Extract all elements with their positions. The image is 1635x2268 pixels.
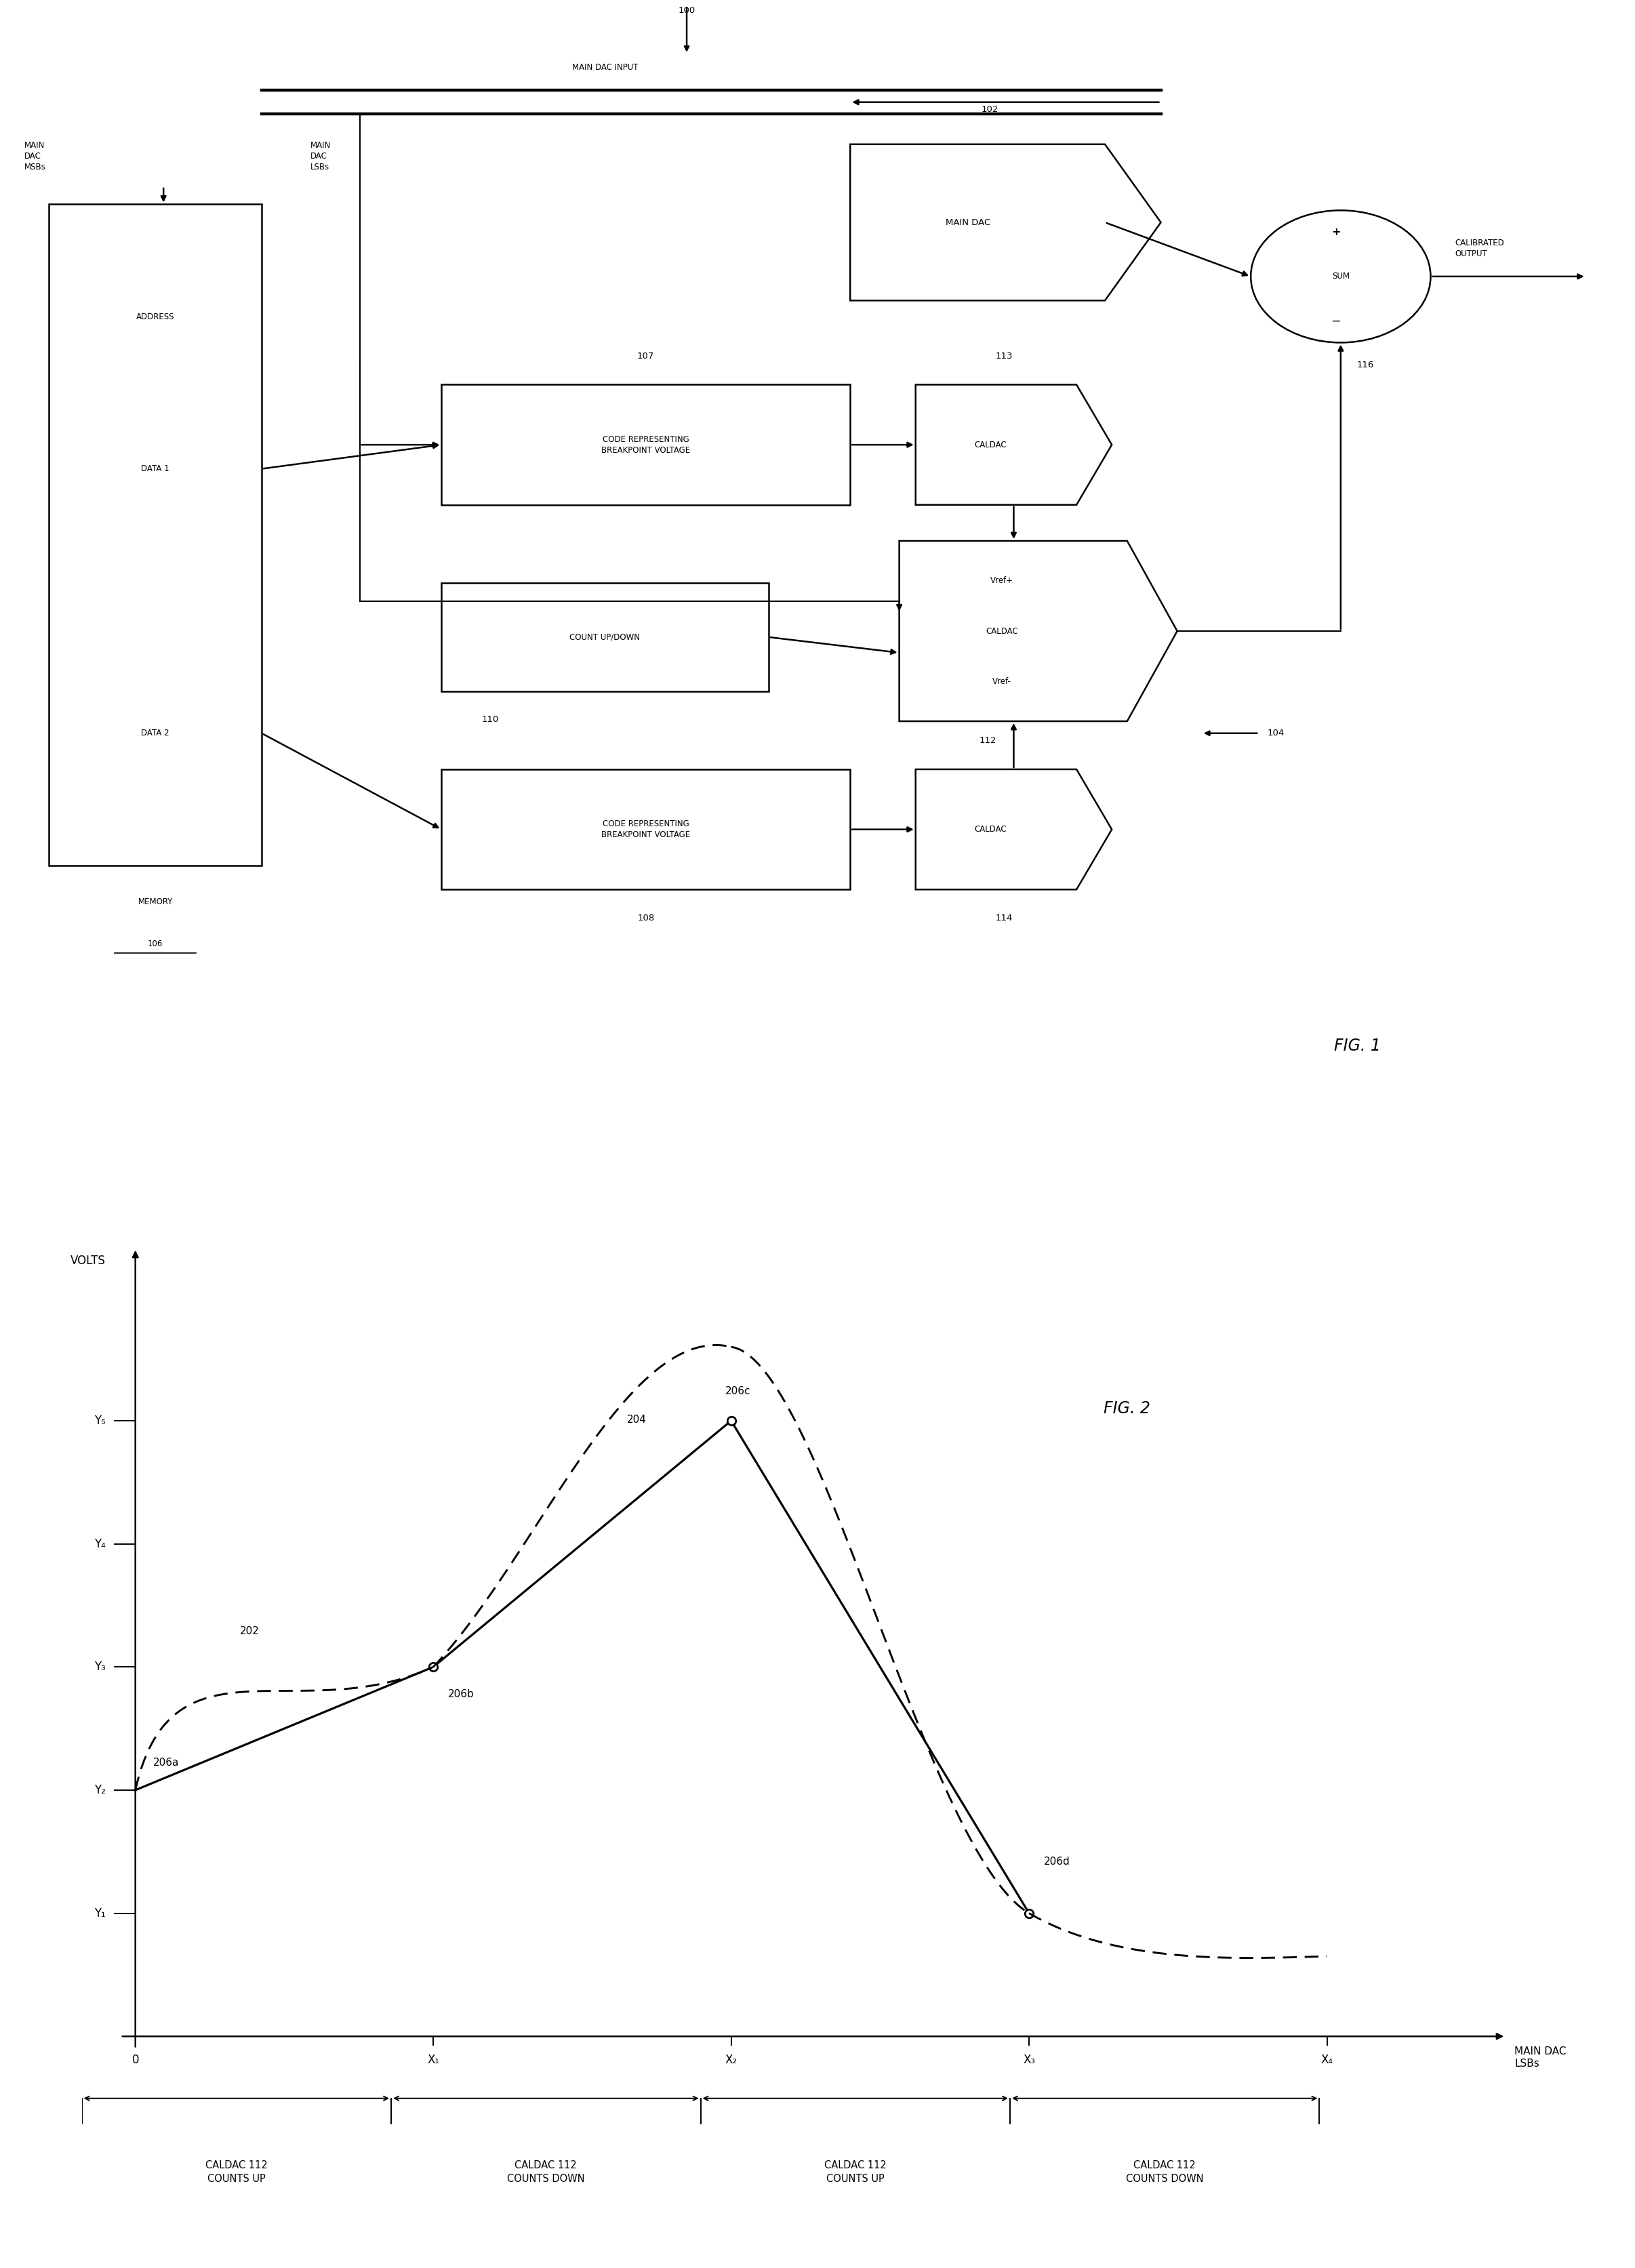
Text: 110: 110 [482,714,499,723]
Text: 204: 204 [626,1415,646,1424]
Text: FIG. 2: FIG. 2 [1104,1399,1149,1418]
Text: 206c: 206c [726,1386,750,1397]
Text: 106: 106 [147,939,164,948]
Text: Y₅: Y₅ [95,1415,106,1427]
Text: CALIBRATED
OUTPUT: CALIBRATED OUTPUT [1455,238,1504,259]
Text: CODE REPRESENTING
BREAKPOINT VOLTAGE: CODE REPRESENTING BREAKPOINT VOLTAGE [602,435,690,454]
Text: VOLTS: VOLTS [70,1254,106,1268]
Text: CALDAC 112
COUNTS UP: CALDAC 112 COUNTS UP [824,2161,886,2184]
Bar [441,769,850,889]
Polygon shape [916,769,1112,889]
Text: X₃: X₃ [1024,2053,1035,2066]
Text: 100: 100 [679,7,695,16]
Text: 202: 202 [240,1626,260,1635]
Text: MAIN
DAC
MSBs: MAIN DAC MSBs [25,141,46,172]
Text: SUM: SUM [1333,272,1349,281]
Text: CALDAC 112
COUNTS DOWN: CALDAC 112 COUNTS DOWN [507,2161,585,2184]
Text: MAIN DAC INPUT: MAIN DAC INPUT [572,64,638,73]
Text: CODE REPRESENTING
BREAKPOINT VOLTAGE: CODE REPRESENTING BREAKPOINT VOLTAGE [602,819,690,839]
Text: 112: 112 [979,737,996,746]
Text: Vref+: Vref+ [991,576,1014,585]
Text: 116: 116 [1357,361,1375,370]
Text: +: + [1331,227,1341,238]
Text: MAIN
DAC
LSBs: MAIN DAC LSBs [311,141,332,172]
Polygon shape [899,540,1177,721]
Text: 108: 108 [638,914,654,923]
Text: Y₄: Y₄ [95,1538,106,1549]
Text: 104: 104 [1267,728,1283,737]
Text: X₁: X₁ [427,2053,440,2066]
Text: CALDAC 112
COUNTS DOWN: CALDAC 112 COUNTS DOWN [1127,2161,1203,2184]
Text: Vref-: Vref- [992,678,1012,685]
Text: 114: 114 [996,914,1012,923]
Text: Y₂: Y₂ [95,1785,106,1796]
Text: 206a: 206a [154,1758,180,1769]
Text: CALDAC: CALDAC [986,626,1019,635]
Text: 206d: 206d [1043,1855,1071,1867]
Text: 206b: 206b [448,1690,474,1699]
Text: −: − [1331,315,1341,327]
Text: DATA 1: DATA 1 [141,465,170,474]
Polygon shape [850,145,1161,302]
Bar [441,386,850,506]
Text: ADDRESS: ADDRESS [136,313,175,322]
Text: X₂: X₂ [724,2053,737,2066]
Text: CALDAC 112
COUNTS UP: CALDAC 112 COUNTS UP [206,2161,268,2184]
Polygon shape [916,386,1112,506]
Text: Y₃: Y₃ [95,1660,106,1674]
Text: 107: 107 [638,352,654,361]
Text: COUNT UP/DOWN: COUNT UP/DOWN [569,633,641,642]
Text: FIG. 1: FIG. 1 [1334,1039,1380,1055]
Text: MAIN DAC
LSBs: MAIN DAC LSBs [1514,2046,1566,2068]
Circle shape [1251,211,1431,342]
Text: Y₁: Y₁ [95,1907,106,1919]
Text: 102: 102 [981,104,999,113]
Text: MEMORY: MEMORY [137,898,173,905]
Text: 113: 113 [996,352,1012,361]
Text: MAIN DAC: MAIN DAC [945,218,991,227]
Text: X₄: X₄ [1321,2053,1333,2066]
Text: 0: 0 [132,2053,139,2066]
Bar [441,583,768,692]
Text: CALDAC: CALDAC [974,826,1006,835]
Text: CALDAC: CALDAC [974,440,1006,449]
Text: DATA 2: DATA 2 [141,728,170,737]
Bar [49,204,262,866]
